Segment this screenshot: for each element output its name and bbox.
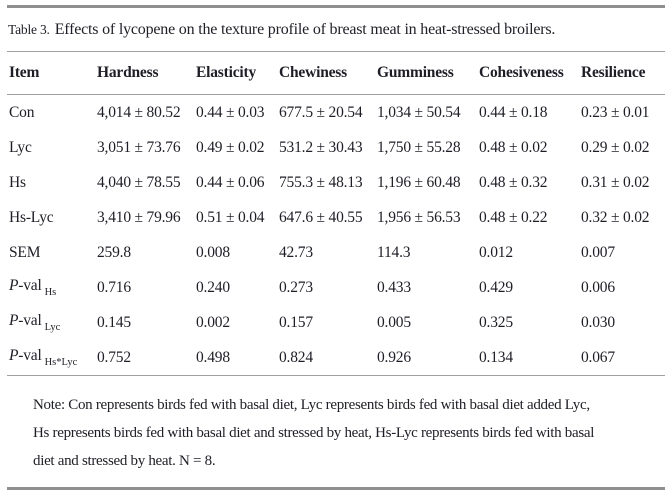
column-header-gumminess: Gumminess <box>375 51 477 95</box>
table-cell: 0.134 <box>479 348 513 366</box>
note-line: Hs represents birds fed with basal diet … <box>33 425 595 441</box>
row-label: Con <box>9 103 35 121</box>
table-cell: 0.157 <box>279 313 313 331</box>
row-label: Lyc <box>9 138 32 156</box>
table-caption-text: Effects of lycopene on the texture profi… <box>54 20 556 38</box>
table-cell: 647.6 ± 40.55 <box>279 208 363 226</box>
column-header-hardness: Hardness <box>95 51 194 95</box>
table-cell: 0.008 <box>196 243 230 261</box>
table-cell: 0.325 <box>479 313 513 331</box>
row-label: P-val Hs*Lyc <box>9 347 78 368</box>
table-cell: 0.926 <box>377 348 411 366</box>
row-label: P-val Hs <box>9 277 57 298</box>
note-line: diet and stressed by heat. N = 8. <box>33 453 216 469</box>
table-cell: 1,750 ± 55.28 <box>377 138 461 156</box>
table-cell: 0.012 <box>479 243 513 261</box>
table-cell: 0.48 ± 0.02 <box>479 138 548 156</box>
table-cell: 0.44 ± 0.18 <box>479 103 548 121</box>
table-cell: 0.006 <box>581 278 615 296</box>
table-row: P-val Lyc 0.145 0.002 0.157 0.005 0.325 0.030 <box>7 305 665 340</box>
table-cell: 1,956 ± 56.53 <box>377 208 461 226</box>
table-cell: 0.273 <box>279 278 313 296</box>
table-cell: 0.32 ± 0.02 <box>581 208 650 226</box>
table-cell: 0.51 ± 0.04 <box>196 208 265 226</box>
table-cell: 0.067 <box>581 348 615 366</box>
table-cell: 0.145 <box>97 313 131 331</box>
row-label: Hs-Lyc <box>9 208 54 226</box>
column-header-cohesiveness: Cohesiveness <box>477 51 579 95</box>
texture-profile-table: Item Hardness Elasticity Chewiness Gummi… <box>7 51 665 376</box>
table-cell: 4,014 ± 80.52 <box>97 103 181 121</box>
table-cell: 4,040 ± 78.55 <box>97 173 181 191</box>
table-cell: 0.433 <box>377 278 411 296</box>
row-label: SEM <box>9 243 41 261</box>
table-cell: 0.48 ± 0.32 <box>479 173 548 191</box>
table-cell: 1,196 ± 60.48 <box>377 173 461 191</box>
note-line: Note: Con represents birds fed with basa… <box>33 397 590 413</box>
row-label: Hs <box>9 173 26 191</box>
table-caption-label: Table 3. <box>8 21 50 37</box>
bottom-rule <box>7 487 665 490</box>
column-header-resilience: Resilience <box>579 51 665 95</box>
table-note: Note: Con represents birds fed with basa… <box>7 376 665 475</box>
table-cell: 114.3 <box>377 243 411 261</box>
table-cell: 0.44 ± 0.06 <box>196 173 265 191</box>
column-header-elasticity: Elasticity <box>194 51 277 95</box>
table-header-row: Item Hardness Elasticity Chewiness Gummi… <box>7 51 665 95</box>
table-cell: 1,034 ± 50.54 <box>377 103 461 121</box>
table-row: Con 4,014 ± 80.52 0.44 ± 0.03 677.5 ± 20.54… <box>7 95 665 131</box>
table-cell: 42.73 <box>279 243 313 261</box>
table-cell: 0.44 ± 0.03 <box>196 103 265 121</box>
table-row: SEM 259.8 0.008 42.73 114.3 0.012 0.007 <box>7 235 665 270</box>
table-cell: 3,051 ± 73.76 <box>97 138 181 156</box>
paper-table-figure: Table 3. Effects of lycopene on the text… <box>0 5 672 490</box>
table-cell: 0.240 <box>196 278 230 296</box>
table-cell: 0.429 <box>479 278 513 296</box>
table-row: Hs-Lyc 3,410 ± 79.96 0.51 ± 0.04 647.6 ± 40… <box>7 200 665 235</box>
table-cell: 0.29 ± 0.02 <box>581 138 650 156</box>
table-cell: 0.030 <box>581 313 615 331</box>
table-cell: 531.2 ± 30.43 <box>279 138 363 156</box>
table-row: P-val Hs 0.716 0.240 0.273 0.433 0.429 0.006 <box>7 270 665 305</box>
table-cell: 0.007 <box>581 243 615 261</box>
table-cell: 0.498 <box>196 348 230 366</box>
table-caption: Table 3. Effects of lycopene on the text… <box>7 8 665 51</box>
table-row: P-val Hs*Lyc 0.752 0.498 0.824 0.926 0.134 0.06… <box>7 340 665 376</box>
table-cell: 0.48 ± 0.22 <box>479 208 548 226</box>
table-cell: 0.005 <box>377 313 411 331</box>
row-label: P-val Lyc <box>9 312 61 333</box>
table-cell: 0.752 <box>97 348 131 366</box>
table-row: Lyc 3,051 ± 73.76 0.49 ± 0.02 531.2 ± 30.43… <box>7 130 665 165</box>
top-rule <box>7 5 665 8</box>
table-header: Item Hardness Elasticity Chewiness Gummi… <box>7 51 665 95</box>
table-cell: 3,410 ± 79.96 <box>97 208 181 226</box>
table-cell: 755.3 ± 48.13 <box>279 173 363 191</box>
table-cell: 0.23 ± 0.01 <box>581 103 650 121</box>
table-row: Hs 4,040 ± 78.55 0.44 ± 0.06 755.3 ± 48.13 1… <box>7 165 665 200</box>
table-body: Con 4,014 ± 80.52 0.44 ± 0.03 677.5 ± 20.54… <box>7 95 665 376</box>
table-cell: 677.5 ± 20.54 <box>279 103 363 121</box>
table-cell: 0.824 <box>279 348 313 366</box>
table-cell: 0.716 <box>97 278 131 296</box>
table-cell: 0.31 ± 0.02 <box>581 173 650 191</box>
column-header-chewiness: Chewiness <box>277 51 375 95</box>
table-cell: 0.002 <box>196 313 230 331</box>
table-cell: 259.8 <box>97 243 131 261</box>
table-cell: 0.49 ± 0.02 <box>196 138 265 156</box>
column-header-item: Item <box>7 51 95 95</box>
